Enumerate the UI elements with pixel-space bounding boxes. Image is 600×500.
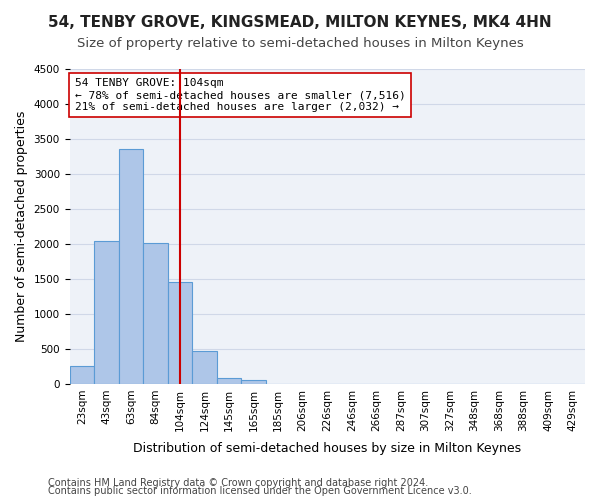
Bar [192, 351, 217, 384]
Text: Contains public sector information licensed under the Open Government Licence v3: Contains public sector information licen… [48, 486, 472, 496]
X-axis label: Distribution of semi-detached houses by size in Milton Keynes: Distribution of semi-detached houses by … [133, 442, 521, 455]
Text: Contains HM Land Registry data © Crown copyright and database right 2024.: Contains HM Land Registry data © Crown c… [48, 478, 428, 488]
Bar [241, 380, 266, 384]
Bar [119, 149, 143, 384]
Bar [168, 282, 192, 384]
Y-axis label: Number of semi-detached properties: Number of semi-detached properties [15, 111, 28, 342]
Bar [217, 378, 241, 384]
Text: Size of property relative to semi-detached houses in Milton Keynes: Size of property relative to semi-detach… [77, 38, 523, 51]
Text: 54 TENBY GROVE: 104sqm
← 78% of semi-detached houses are smaller (7,516)
21% of : 54 TENBY GROVE: 104sqm ← 78% of semi-det… [74, 78, 406, 112]
Text: 54, TENBY GROVE, KINGSMEAD, MILTON KEYNES, MK4 4HN: 54, TENBY GROVE, KINGSMEAD, MILTON KEYNE… [48, 15, 552, 30]
Bar [94, 241, 119, 384]
Bar [70, 366, 94, 384]
Bar [143, 243, 168, 384]
